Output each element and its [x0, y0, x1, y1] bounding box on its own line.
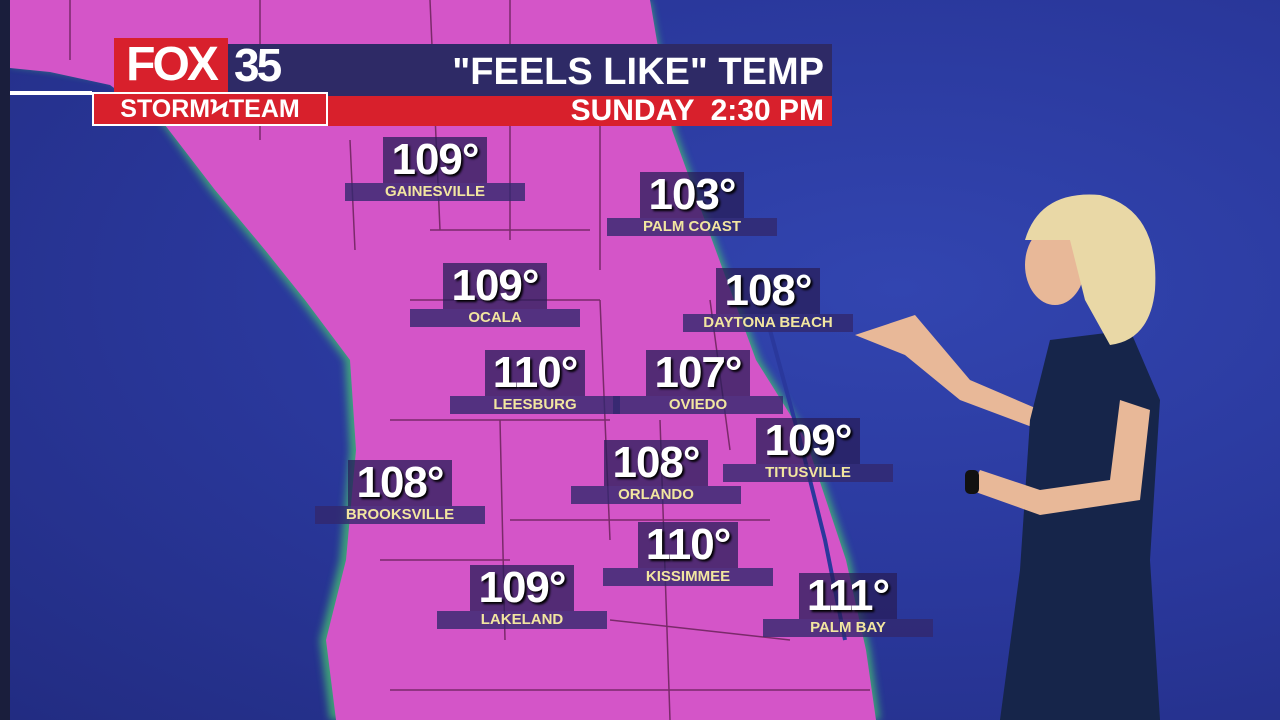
- station-leesburg: 110° LEESBURG: [450, 350, 620, 414]
- subtitle-bar: SUNDAY 2:30 PM: [328, 96, 832, 126]
- presenter: [855, 194, 1160, 720]
- city-label: BROOKSVILLE: [315, 506, 485, 524]
- city-label: OVIEDO: [613, 396, 783, 414]
- channel-number: 35: [234, 39, 282, 91]
- station-brooksville: 108° BROOKSVILLE: [315, 460, 485, 524]
- city-label: GAINESVILLE: [345, 183, 525, 201]
- fox-logo: FOX: [114, 38, 228, 92]
- divider-line: [10, 91, 92, 95]
- station-gainesville: 109° GAINESVILLE: [345, 137, 525, 201]
- city-label: LAKELAND: [437, 611, 607, 629]
- temp-value: 110°: [484, 350, 586, 396]
- temp-value: 103°: [640, 172, 744, 218]
- city-label: DAYTONA BEACH: [683, 314, 853, 332]
- city-label: KISSIMMEE: [603, 568, 773, 586]
- header-banner: "FEELS LIKE" TEMP SUNDAY 2:30 PM FOX 35 …: [92, 38, 832, 128]
- temp-value: 110°: [637, 522, 739, 568]
- station-orlando: 108° ORLANDO: [571, 440, 741, 504]
- station-ocala: 109° OCALA: [410, 263, 580, 327]
- station-oviedo: 107° OVIEDO: [613, 350, 783, 414]
- date-time: SUNDAY 2:30 PM: [570, 94, 824, 127]
- temp-value: 108°: [348, 460, 452, 506]
- temp-value: 109°: [383, 137, 487, 183]
- city-label: LEESBURG: [450, 396, 620, 414]
- city-label: TITUSVILLE: [723, 464, 893, 482]
- temp-value: 108°: [716, 268, 820, 314]
- station-palm-bay: 111° PALM BAY: [763, 573, 933, 637]
- presenter-forearm: [970, 400, 1150, 515]
- presenter-face: [1025, 225, 1085, 305]
- station-kissimmee: 110° KISSIMMEE: [603, 522, 773, 586]
- city-label: PALM COAST: [607, 218, 777, 236]
- city-label: PALM BAY: [763, 619, 933, 637]
- temp-value: 108°: [604, 440, 708, 486]
- presenter-hair: [1025, 194, 1156, 345]
- temp-value: 109°: [756, 418, 860, 464]
- title-bar: "FEELS LIKE" TEMP: [202, 44, 832, 96]
- station-titusville: 109° TITUSVILLE: [723, 418, 893, 482]
- temp-value: 107°: [646, 350, 750, 396]
- city-label: OCALA: [410, 309, 580, 327]
- temp-value: 109°: [470, 565, 574, 611]
- clicker-icon: [965, 470, 979, 494]
- station-lakeland: 109° LAKELAND: [437, 565, 607, 629]
- page-title: "FEELS LIKE" TEMP: [452, 51, 824, 93]
- presenter-arm: [855, 315, 1040, 430]
- temp-value: 109°: [443, 263, 547, 309]
- storm-team-logo: STORMϞTEAM: [92, 92, 328, 126]
- presenter-dress: [1000, 330, 1160, 720]
- temp-value: 111°: [798, 573, 898, 619]
- city-label: ORLANDO: [571, 486, 741, 504]
- station-palm-coast: 103° PALM COAST: [607, 172, 777, 236]
- station-daytona-beach: 108° DAYTONA BEACH: [683, 268, 853, 332]
